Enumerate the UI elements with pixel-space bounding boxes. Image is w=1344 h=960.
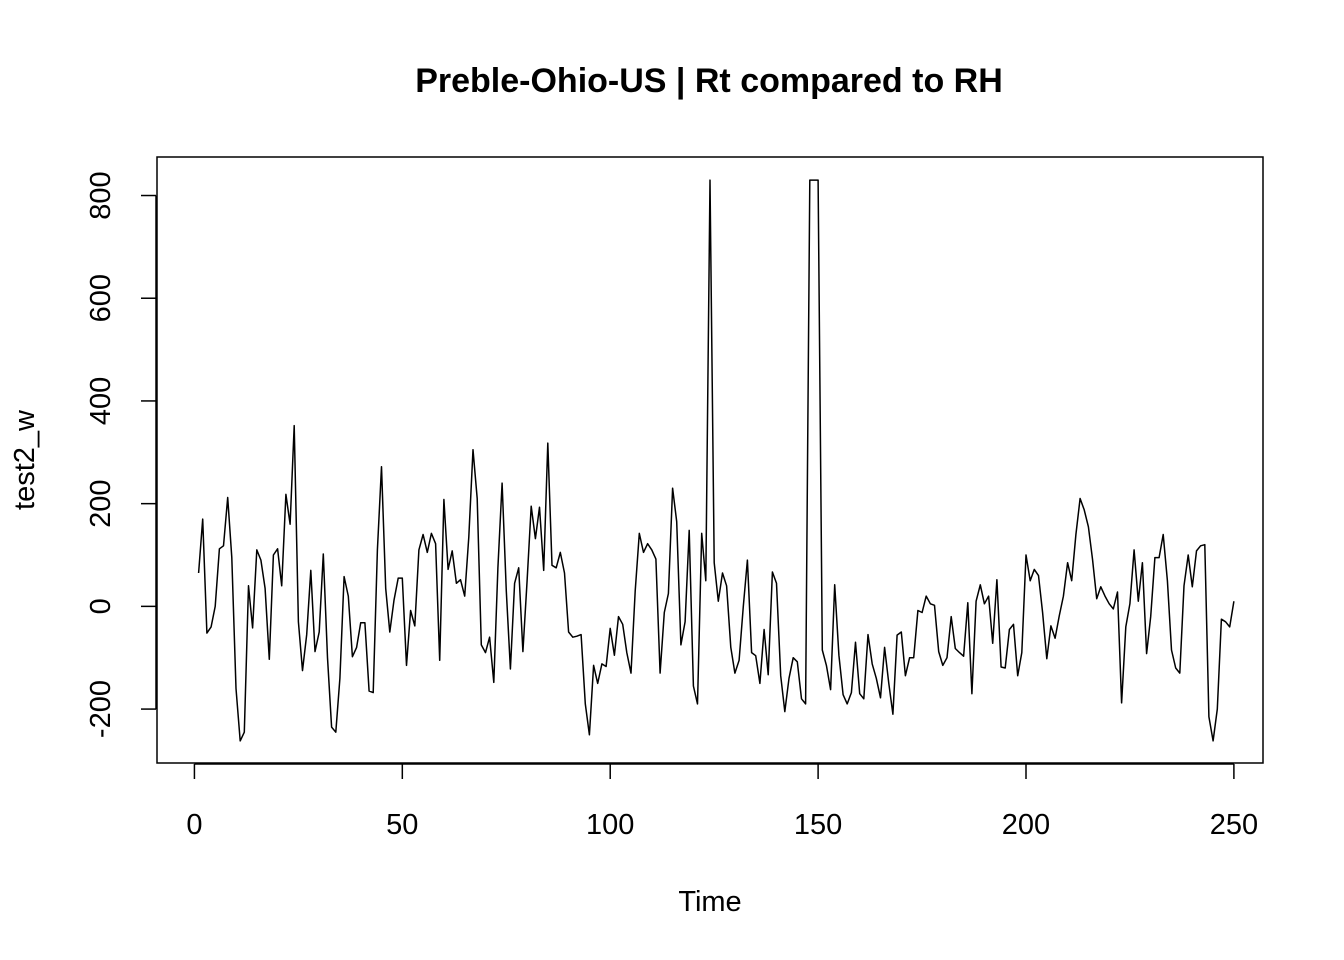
plot-frame bbox=[156, 156, 1264, 764]
y-tick-label: 400 bbox=[85, 377, 117, 425]
y-tick-label: 0 bbox=[85, 598, 117, 614]
chart-title: Preble-Ohio-US | Rt compared to RH bbox=[415, 62, 1003, 100]
y-tick-label: 600 bbox=[85, 274, 117, 322]
x-tick-label: 50 bbox=[386, 809, 418, 841]
x-axis: 0 50 100 150 200 250 bbox=[186, 763, 1258, 841]
series-line bbox=[197, 179, 1235, 742]
x-tick-label: 250 bbox=[1210, 809, 1258, 841]
x-tick-label: 150 bbox=[794, 809, 842, 841]
y-tick-label: -200 bbox=[85, 680, 117, 738]
y-tick-label: 800 bbox=[85, 171, 117, 219]
x-tick-label: 200 bbox=[1002, 809, 1050, 841]
y-tick-label: 200 bbox=[85, 479, 117, 527]
y-axis: -200 0 200 400 600 800 bbox=[85, 171, 157, 738]
x-tick-label: 0 bbox=[186, 809, 202, 841]
x-axis-label: Time bbox=[678, 886, 741, 918]
x-tick-label: 100 bbox=[586, 809, 634, 841]
y-axis-label: test2_w bbox=[9, 409, 41, 510]
